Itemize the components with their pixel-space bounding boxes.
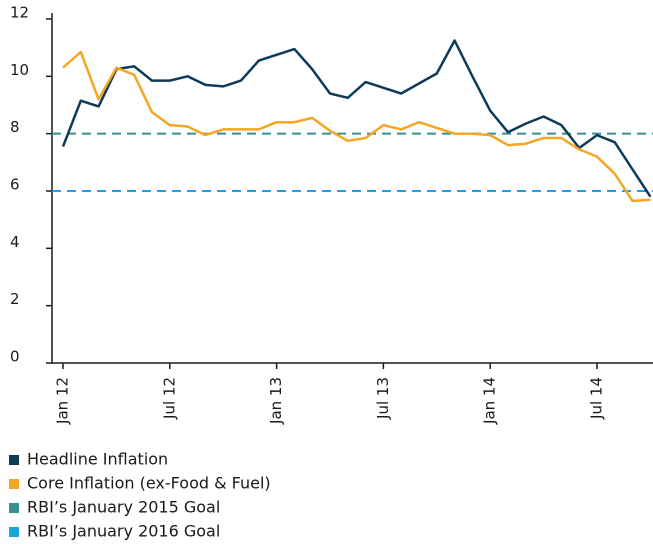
x-tick-label: Jan 12: [54, 377, 72, 425]
series-line: [62, 50, 651, 203]
y-tick-label: 4: [10, 233, 20, 251]
x-tick-label: Jul 13: [374, 377, 392, 420]
x-tick-label: Jan 14: [481, 377, 499, 425]
y-tick-label: 6: [10, 176, 20, 194]
legend-swatch: [9, 527, 19, 537]
legend-label: RBI’s January 2015 Goal: [27, 498, 220, 517]
y-tick-label: 12: [10, 4, 29, 22]
legend-swatch: [9, 479, 19, 489]
legend-label: RBI’s January 2016 Goal: [27, 522, 220, 541]
legend-label: Headline Inflation: [27, 450, 168, 469]
y-tick-label: 2: [10, 290, 20, 308]
legend-swatch: [9, 503, 19, 513]
y-tick-label: 10: [10, 61, 29, 79]
series-line: [61, 39, 652, 198]
legend-swatch: [9, 455, 19, 465]
x-tick-label: Jul 14: [588, 377, 606, 420]
y-tick-label: 0: [10, 348, 20, 366]
x-tick-label: Jan 13: [267, 377, 285, 425]
y-tick-label: 8: [10, 118, 20, 136]
legend-label: Core Inflation (ex-Food & Fuel): [27, 474, 271, 493]
x-tick-label: Jul 12: [160, 377, 178, 420]
